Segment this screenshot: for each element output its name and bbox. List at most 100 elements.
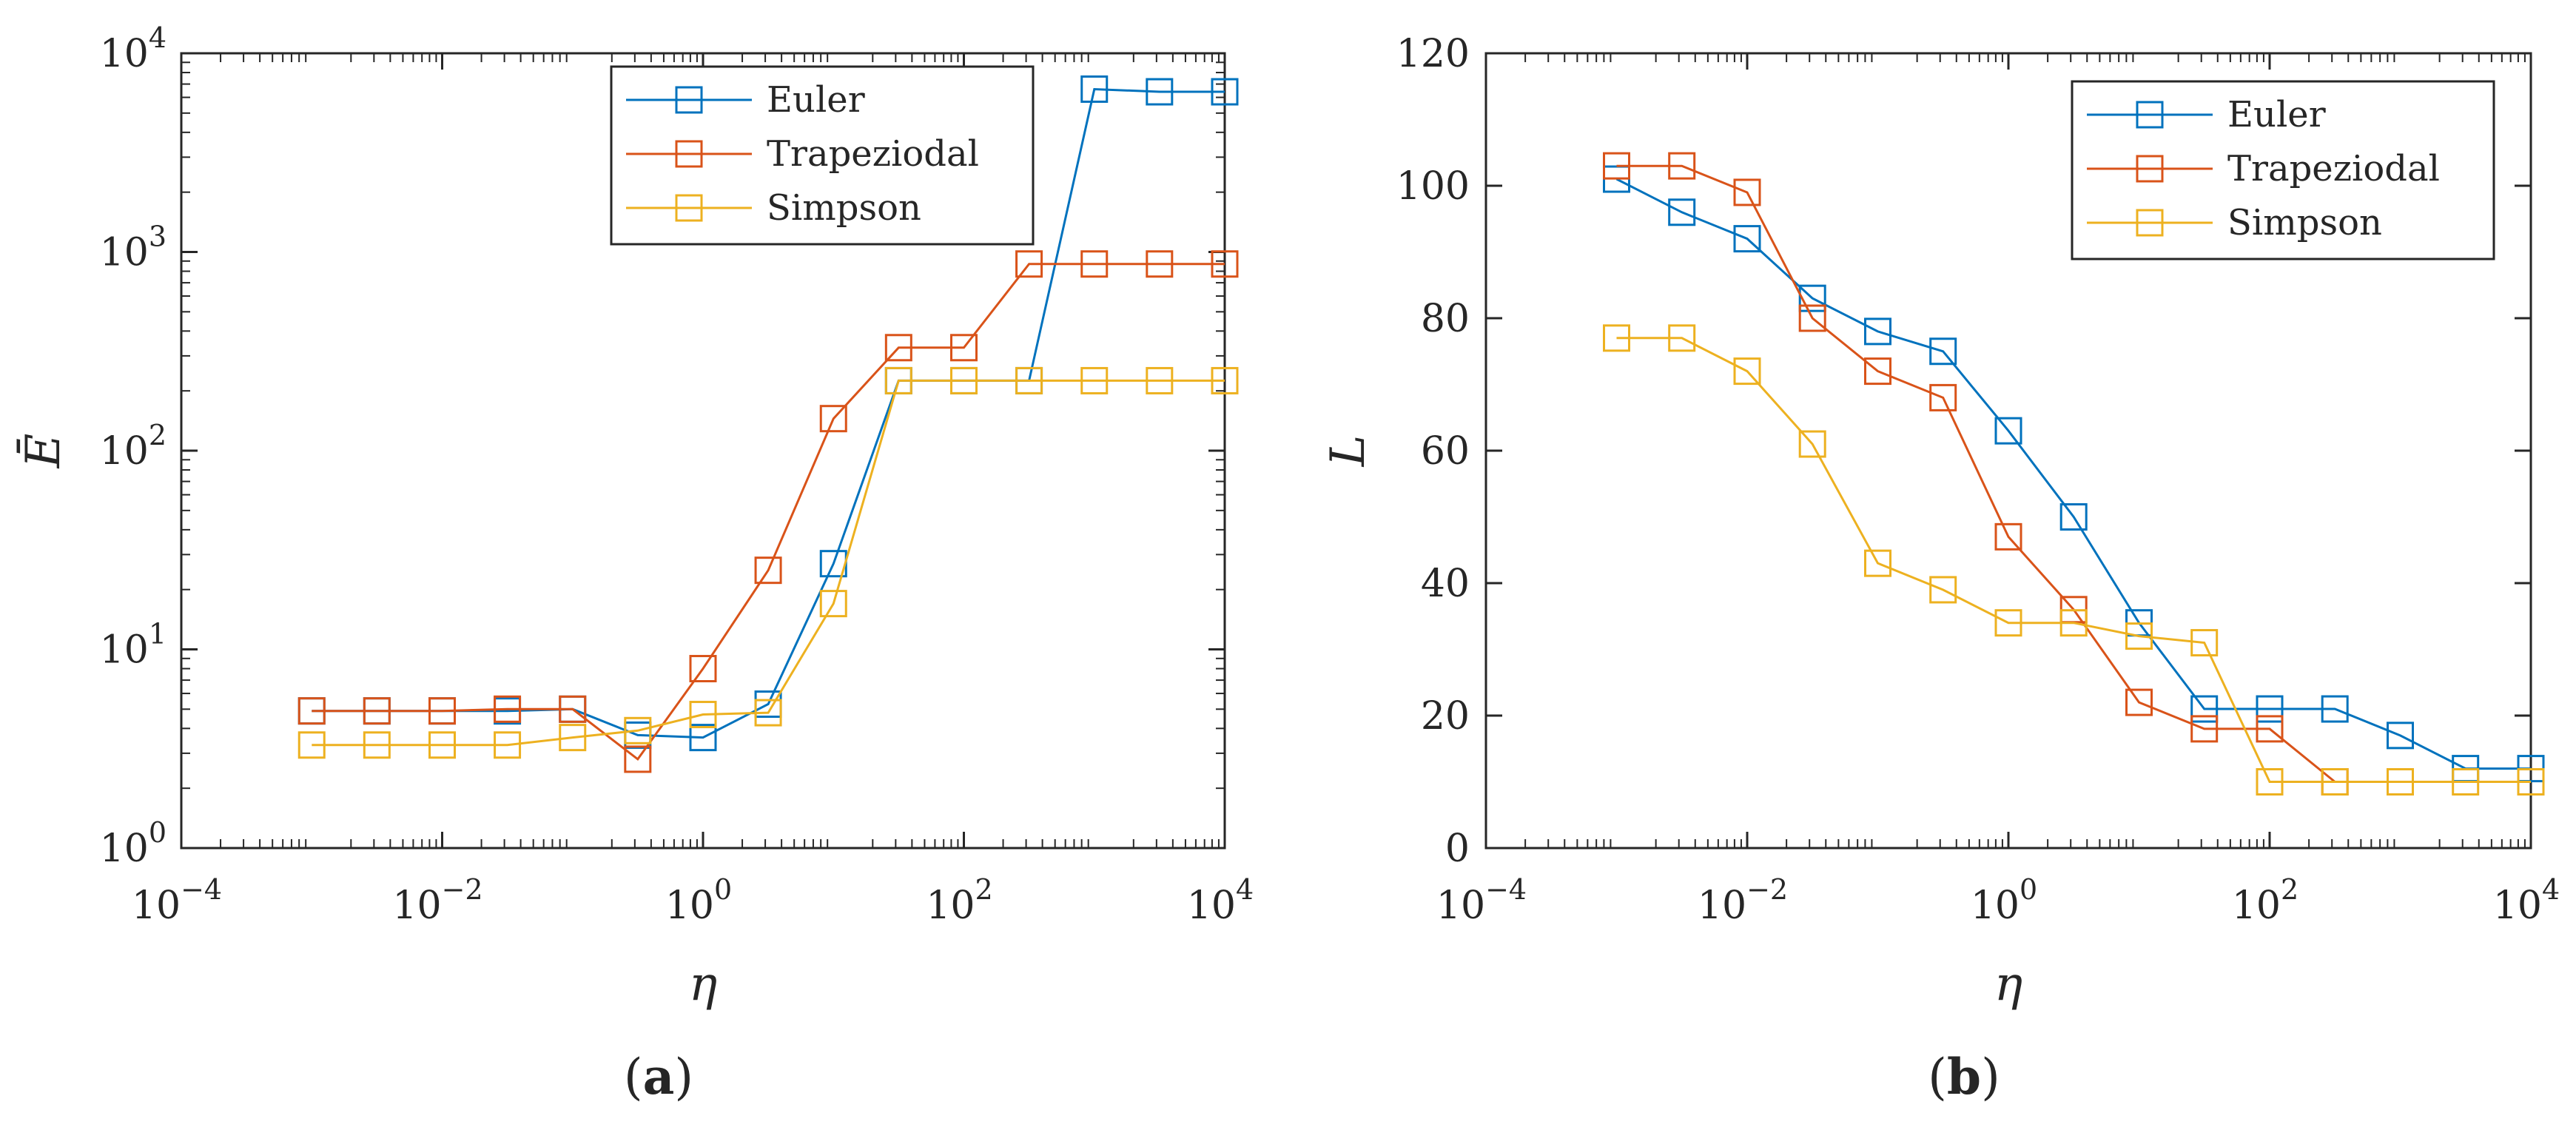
data-point-simpson (2517, 768, 2545, 796)
legend-marker (675, 194, 703, 222)
legend-label: Simpson (2227, 202, 2382, 243)
y-tick-label: 100 (100, 816, 167, 871)
y-tick-label: 101 (100, 618, 167, 673)
data-point-trapeziodal (2256, 715, 2284, 743)
legend: Euler Trapeziodal Simpson (2071, 80, 2495, 260)
x-tick-label: 100 (665, 873, 732, 928)
data-point-trapeziodal (819, 405, 847, 433)
data-point-simpson (1668, 324, 1696, 352)
x-tick-label: 102 (926, 873, 992, 928)
data-point-simpson (1080, 366, 1109, 394)
y-tick-label: 40 (1421, 562, 1470, 606)
data-point-simpson (2125, 622, 2153, 650)
data-point-trapeziodal (1733, 178, 1761, 206)
data-point-trapeziodal (1080, 250, 1109, 278)
data-point-simpson (2190, 629, 2219, 657)
data-point-trapeziodal (689, 655, 717, 683)
data-point-trapeziodal (363, 697, 391, 725)
data-point-trapeziodal (297, 697, 326, 725)
data-point-simpson (297, 731, 326, 759)
data-point-trapeziodal (884, 334, 912, 362)
legend-label: Trapeziodal (2227, 148, 2440, 189)
data-point-simpson (754, 699, 782, 727)
x-axis-label: η (689, 957, 717, 1012)
legend-box (2071, 80, 2495, 260)
data-point-simpson (1864, 549, 1891, 577)
data-point-trapeziodal (2125, 688, 2153, 716)
data-point-euler (2059, 503, 2088, 531)
data-point-simpson (363, 731, 391, 759)
data-point-simpson (1146, 366, 1174, 394)
y-tick-label: 100 (1396, 164, 1470, 209)
x-tick-label: 104 (1187, 873, 1254, 928)
data-point-trapeziodal (1015, 250, 1043, 278)
series-line-trapeziodal (312, 263, 1225, 761)
y-tick-label: 104 (100, 21, 167, 76)
y-tick-label: 0 (1445, 827, 1470, 871)
panel-label: (b) (1928, 1048, 2000, 1106)
data-point-euler (1668, 198, 1696, 226)
data-point-euler (1929, 337, 1957, 366)
data-point-euler (2387, 722, 2414, 750)
data-point-trapeziodal (1994, 522, 2022, 551)
x-tick-label: 10−4 (1436, 873, 1527, 928)
data-point-simpson (884, 366, 912, 394)
series-line-simpson (312, 379, 1225, 747)
data-point-simpson (559, 724, 587, 752)
series-line-trapeziodal (1616, 164, 2336, 783)
data-point-simpson (1929, 576, 1957, 604)
chart-panel-a: 10−4 10−2 100 102 104 100 101 102 103 104 η Ē Euler T… (16, 21, 1254, 1106)
legend-marker (2136, 155, 2164, 183)
y-axis-label: L (1321, 435, 1376, 468)
y-tick-label: 80 (1421, 297, 1470, 341)
data-point-euler (1080, 75, 1109, 103)
data-point-simpson (494, 731, 522, 759)
x-tick-label: 104 (2493, 873, 2560, 928)
data-point-simpson (689, 701, 717, 729)
data-point-simpson (1603, 324, 1630, 352)
data-point-euler (1146, 78, 1174, 106)
data-point-euler (689, 724, 717, 752)
data-point-trapeziodal (2190, 715, 2219, 743)
legend-box (610, 65, 1035, 246)
data-point-trapeziodal (624, 745, 652, 773)
legend: Euler Trapeziodal Simpson (610, 65, 1035, 246)
series-line-simpson (1616, 337, 2531, 783)
data-point-simpson (2387, 768, 2414, 796)
data-point-simpson (1211, 366, 1239, 394)
data-point-euler (1733, 225, 1761, 253)
data-point-trapeziodal (559, 695, 587, 723)
data-point-simpson (819, 590, 847, 618)
data-point-simpson (1798, 430, 1826, 458)
legend-marker (675, 86, 703, 114)
legend-label: Euler (2227, 94, 2326, 135)
chart-panel-b: 10−4 10−2 100 102 104 0 20 40 60 80 100 120 η L Euler T… (1321, 32, 2560, 1106)
legend-label: Trapeziodal (767, 133, 979, 175)
legend-label: Simpson (767, 187, 921, 229)
data-point-simpson (2256, 768, 2284, 796)
panel-label: (a) (624, 1048, 693, 1106)
data-point-simpson (1015, 366, 1043, 394)
legend-label: Euler (767, 79, 865, 121)
data-point-trapeziodal (1211, 250, 1239, 278)
data-point-euler (1798, 284, 1826, 312)
x-tick-label: 100 (1971, 873, 2037, 928)
data-point-euler (2321, 695, 2349, 723)
y-tick-label: 60 (1421, 429, 1470, 474)
data-point-simpson (2321, 768, 2349, 796)
series-line-euler (1615, 178, 2531, 770)
legend-marker (2136, 209, 2164, 237)
data-point-simpson (950, 366, 978, 394)
data-point-simpson (624, 716, 652, 744)
y-axis-label: Ē (16, 434, 71, 469)
data-point-euler (1211, 78, 1239, 106)
x-axis-label: η (1994, 957, 2022, 1012)
data-point-trapeziodal (494, 695, 522, 723)
y-tick-label: 103 (100, 221, 167, 275)
x-tick-label: 10−2 (1698, 873, 1788, 928)
data-point-trapeziodal (1864, 357, 1891, 386)
data-point-euler (1864, 317, 1891, 346)
data-point-trapeziodal (1798, 304, 1826, 332)
